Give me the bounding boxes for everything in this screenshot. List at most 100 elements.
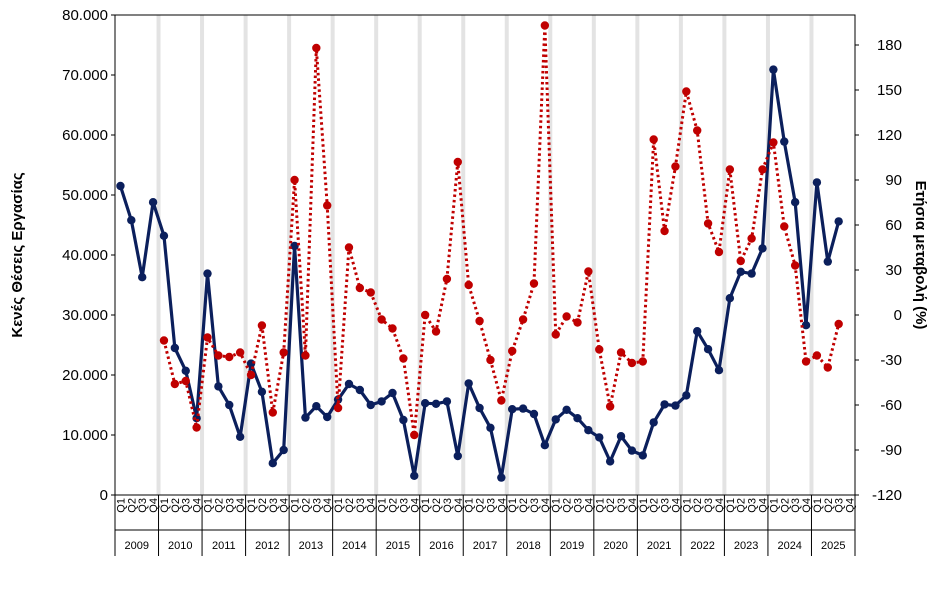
- series-1-point-25: [388, 324, 397, 333]
- series-1-point-33: [475, 316, 484, 326]
- series-1-point-16: [290, 175, 299, 185]
- left-tick-label-1: 10.000: [62, 427, 108, 444]
- quarter-label-18: Q3: [311, 498, 323, 513]
- series-1-point-22: [355, 283, 365, 293]
- series-1-point-35: [497, 396, 506, 405]
- series-0-point-48: [638, 451, 647, 460]
- year-label-2023: 2023: [734, 540, 758, 552]
- series-1-point-40: [551, 330, 560, 339]
- series-0-point-25: [388, 388, 397, 398]
- right-tick-label-10: 180: [877, 37, 902, 54]
- series-0-point-59: [758, 244, 767, 253]
- quarter-label-57: Q2: [736, 498, 748, 513]
- quarter-label-41: Q2: [562, 498, 574, 513]
- series-1-point-43: [584, 267, 593, 276]
- series-0-point-64: [812, 178, 822, 187]
- quarter-label-9: Q2: [213, 498, 225, 513]
- series-1-point-11: [235, 348, 245, 357]
- right-tick-label-5: 30: [885, 262, 902, 279]
- quarter-label-13: Q2: [257, 498, 269, 513]
- series-0-point-41: [562, 405, 571, 414]
- right-tick-label-0: -120: [872, 487, 902, 504]
- series-1-point-26: [399, 354, 408, 363]
- series-0-point-30: [442, 397, 452, 406]
- series-0-point-37: [518, 404, 528, 413]
- series-1-point-55: [714, 247, 724, 257]
- series-1-point-15: [279, 348, 288, 357]
- quarter-label-61: Q2: [779, 498, 791, 513]
- series-1-point-36: [508, 346, 517, 356]
- series-0-point-4: [159, 231, 169, 240]
- series-0-point-20: [333, 395, 343, 404]
- quarter-label-3: Q4: [148, 498, 160, 513]
- series-0-point-54: [703, 345, 713, 354]
- series-1-point-21: [344, 243, 354, 252]
- series-1-point-19: [323, 201, 332, 210]
- quarter-label-17: Q2: [300, 498, 312, 513]
- quarter-label-16: Q1: [290, 498, 302, 513]
- right-tick-label-1: -90: [880, 442, 902, 459]
- series-1-point-65: [823, 363, 832, 372]
- quarter-label-58: Q3: [747, 498, 759, 513]
- year-label-2025: 2025: [821, 540, 845, 552]
- quarter-label-32: Q1: [464, 498, 476, 513]
- year-label-2014: 2014: [342, 540, 366, 552]
- series-1-point-57: [736, 256, 745, 266]
- series-1-point-24: [377, 315, 386, 324]
- series-1-point-27: [410, 430, 419, 440]
- quarter-label-19: Q4: [322, 498, 334, 513]
- right-tick-label-9: 150: [877, 82, 902, 99]
- series-0-point-32: [464, 379, 473, 388]
- quarter-label-64: Q1: [812, 498, 824, 513]
- series-1-point-37: [518, 315, 528, 324]
- series-0-point-0: [116, 181, 125, 191]
- series-1-point-46: [616, 348, 626, 357]
- series-0-point-44: [595, 433, 604, 442]
- series-1-point-48: [638, 357, 647, 366]
- series-0-point-19: [323, 412, 332, 422]
- quarter-label-39: Q4: [540, 498, 552, 513]
- left-tick-label-7: 70.000: [62, 67, 108, 84]
- series-0-point-61: [780, 137, 789, 146]
- series-1-point-12: [246, 370, 256, 380]
- series-0-point-22: [355, 385, 365, 395]
- series-1-point-60: [769, 138, 778, 147]
- series-0-point-45: [605, 457, 615, 466]
- series-0-point-29: [431, 399, 441, 408]
- quarter-label-52: Q1: [681, 498, 693, 513]
- series-0-point-42: [573, 414, 582, 423]
- series-0-point-66: [834, 217, 843, 226]
- quarter-label-60: Q1: [768, 498, 780, 513]
- series-1-point-29: [431, 327, 441, 336]
- quarter-label-65: Q2: [823, 498, 835, 513]
- series-0-point-57: [736, 267, 745, 276]
- series-0-point-33: [475, 403, 484, 413]
- year-label-2017: 2017: [473, 540, 497, 552]
- quarter-label-5: Q2: [170, 498, 182, 513]
- quarter-label-62: Q3: [790, 498, 802, 513]
- year-label-2020: 2020: [603, 540, 627, 552]
- series-0-point-47: [627, 446, 637, 455]
- quarter-label-51: Q4: [670, 498, 682, 513]
- quarter-label-12: Q1: [246, 498, 258, 513]
- series-1-point-66: [834, 319, 843, 329]
- quarter-label-31: Q4: [453, 498, 465, 513]
- year-label-2022: 2022: [690, 540, 714, 552]
- quarter-label-25: Q2: [388, 498, 400, 513]
- quarter-label-67: Q4: [845, 498, 857, 513]
- series-0-point-62: [790, 198, 800, 207]
- series-0-point-58: [747, 269, 756, 278]
- series-1-point-49: [649, 135, 658, 144]
- series-1-point-20: [333, 403, 343, 413]
- quarter-label-27: Q4: [409, 498, 421, 513]
- series-0-point-39: [540, 441, 550, 450]
- series-1-point-61: [780, 222, 789, 231]
- series-1-point-14: [268, 408, 277, 417]
- series-0-point-10: [225, 400, 234, 410]
- series-0-point-52: [682, 391, 691, 400]
- quarter-label-20: Q1: [333, 498, 345, 513]
- quarter-label-6: Q3: [181, 498, 193, 513]
- quarter-label-47: Q4: [627, 498, 639, 513]
- y-axis-title-left: Κενές Θέσεις Εργασίας: [9, 172, 26, 337]
- quarter-label-36: Q1: [507, 498, 519, 513]
